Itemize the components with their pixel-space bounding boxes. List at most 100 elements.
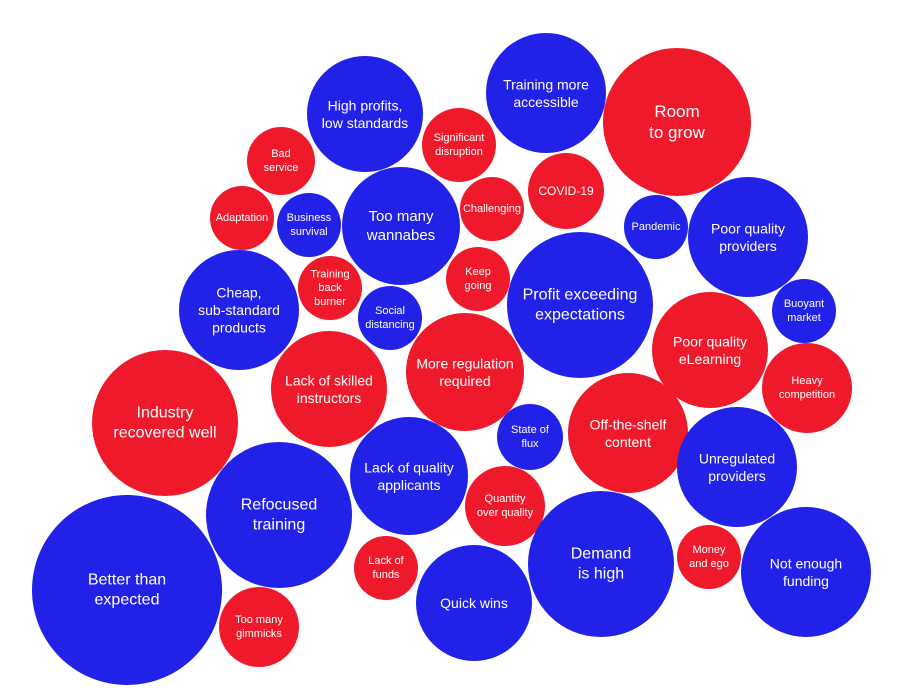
bubble-adaptation: Adaptation: [210, 186, 274, 250]
bubble-label-line: Too many: [368, 208, 434, 225]
bubble-label-line: Money: [692, 544, 726, 556]
bubble-too-many-gimmicks: Too many gimmicks: [219, 587, 299, 667]
bubble-label-line: Quantity: [485, 493, 526, 505]
bubble-circle: [486, 33, 606, 153]
bubble-label-line: Heavy: [791, 375, 823, 387]
bubble-money-and-ego: Money and ego: [677, 525, 741, 589]
bubble-label-line: flux: [521, 438, 539, 450]
bubble-circle: [342, 167, 460, 285]
bubble-label-line: Poor quality: [673, 333, 747, 349]
bubble-circle: [422, 108, 496, 182]
bubble-circle: [416, 545, 532, 661]
bubble-circle: [179, 250, 299, 370]
bubble-label-line: content: [605, 434, 651, 450]
bubble-label-line: service: [264, 162, 299, 174]
bubble-label-line: Demand: [571, 546, 631, 563]
bubble-keep-going: Keep going: [446, 247, 510, 311]
bubble-circle: [677, 407, 797, 527]
bubble-label-line: Quick wins: [440, 595, 508, 611]
bubble-circle: [507, 232, 653, 378]
bubble-label-line: Profit exceeding: [523, 287, 638, 304]
bubble-circle: [350, 417, 468, 535]
bubble-heavy-competition: Heavy competition: [762, 343, 852, 433]
bubble-challenging: Challenging: [460, 177, 524, 241]
bubble-label-line: Adaptation: [216, 212, 269, 224]
bubble-not-enough-funding: Not enough funding: [741, 507, 871, 637]
bubble-industry-recovered-well: Industry recovered well: [92, 350, 238, 496]
bubble-label-line: Off-the-shelf: [590, 416, 667, 432]
bubble-quantity-over-quality: Quantity over quality: [465, 466, 545, 546]
bubble-label-line: Lack of quality: [364, 459, 454, 475]
bubble-more-regulation-required: More regulation required: [406, 313, 524, 431]
bubble-lack-of-skilled-instructors: Lack of skilled instructors: [271, 331, 387, 447]
bubble-training-back-burner: Training back burner: [298, 256, 362, 320]
bubble-label-line: gimmicks: [236, 628, 282, 640]
bubble-quick-wins: Quick wins: [416, 545, 532, 661]
bubble-label-line: Lack of skilled: [285, 372, 373, 388]
bubble-label-line: COVID-19: [538, 184, 594, 198]
bubble-label-line: recovered well: [113, 425, 216, 442]
bubble-circle: [298, 256, 362, 320]
bubble-label-line: Refocused: [241, 497, 318, 514]
bubble-circle: [210, 186, 274, 250]
bubble-circle: [206, 442, 352, 588]
bubble-too-many-wannabes: Too many wannabes: [342, 167, 460, 285]
bubble-high-profits-low-standards: High profits, low standards: [307, 56, 423, 172]
bubble-label-line: survival: [290, 226, 327, 238]
bubble-label-line: Significant: [434, 132, 485, 144]
bubble-circle: [624, 195, 688, 259]
bubble-label-line: providers: [708, 468, 766, 484]
bubble-label-line: More regulation: [416, 355, 513, 371]
bubble-bad-service: Bad service: [247, 127, 315, 195]
bubble-label-line: Not enough: [770, 555, 842, 571]
bubble-label-line: Industry: [137, 405, 194, 422]
bubble-circle: [762, 343, 852, 433]
bubble-label-line: distancing: [365, 319, 415, 331]
bubble-label-line: Buoyant: [784, 298, 824, 310]
bubble-circle: [354, 536, 418, 600]
bubble-state-of-flux: State of flux: [497, 404, 563, 470]
bubble-circle: [741, 507, 871, 637]
bubble-label-line: instructors: [297, 390, 362, 406]
bubble-label-line: eLearning: [679, 351, 741, 367]
bubble-poor-quality-elearning: Poor quality eLearning: [652, 292, 768, 408]
bubble-label-line: expected: [95, 592, 160, 609]
bubble-circle: [568, 373, 688, 493]
bubble-circle: [677, 525, 741, 589]
bubble-label-line: Unregulated: [699, 450, 775, 466]
bubble-label-line: Pandemic: [632, 221, 681, 233]
bubble-training-more-accessible: Training more accessible: [486, 33, 606, 153]
bubble-refocused-training: Refocused training: [206, 442, 352, 588]
bubble-label-line: competition: [779, 389, 835, 401]
bubble-circle: [277, 193, 341, 257]
bubble-better-than-expected: Better than expected: [32, 495, 222, 685]
bubble-label-line: Better than: [88, 572, 166, 589]
bubble-pandemic: Pandemic: [624, 195, 688, 259]
bubble-circle: [446, 247, 510, 311]
bubble-label-line: applicants: [377, 477, 440, 493]
bubble-circle: [528, 153, 604, 229]
bubble-label-line: is high: [578, 566, 624, 583]
bubble-demand-is-high: Demand is high: [528, 491, 674, 637]
bubble-circle: [528, 491, 674, 637]
bubble-label-line: accessible: [513, 94, 579, 110]
bubble-room-to-grow: Room to grow: [603, 48, 751, 196]
bubble-label-line: burner: [314, 296, 346, 308]
bubble-circle: [465, 466, 545, 546]
bubble-label-line: going: [465, 280, 492, 292]
bubble-label-line: Bad: [271, 148, 291, 160]
bubble-circle: [219, 587, 299, 667]
bubble-lack-of-quality-applicants: Lack of quality applicants: [350, 417, 468, 535]
bubble-circle: [271, 331, 387, 447]
bubble-label-line: Training more: [503, 76, 589, 92]
bubble-significant-disruption: Significant disruption: [422, 108, 496, 182]
bubble-label-line: Too many: [235, 614, 283, 626]
bubble-social-distancing: Social distancing: [358, 286, 422, 350]
bubble-label-line: and ego: [689, 558, 729, 570]
bubble-profit-exceeding-expectations: Profit exceeding expectations: [507, 232, 653, 378]
bubble-covid-19: COVID-19: [528, 153, 604, 229]
bubble-circle: [652, 292, 768, 408]
bubble-label-line: Keep: [465, 266, 491, 278]
bubble-buoyant-market: Buoyant market: [772, 279, 836, 343]
